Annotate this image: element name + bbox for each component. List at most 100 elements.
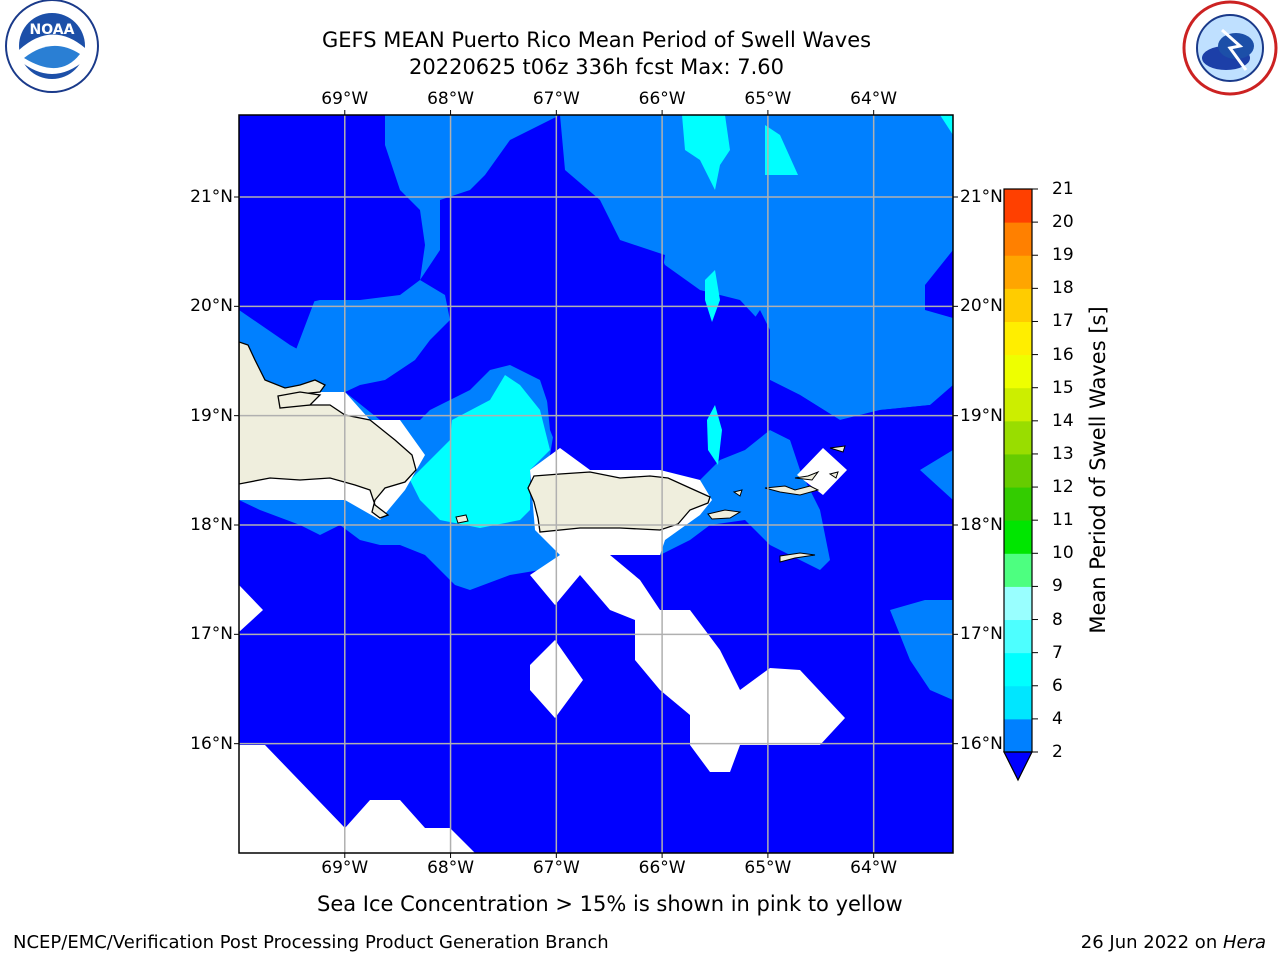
map-gridlines bbox=[239, 115, 953, 853]
lon-label-bottom: 66°W bbox=[638, 858, 686, 878]
swell-period-6-7-north bbox=[682, 115, 730, 190]
map-tick-marks bbox=[234, 110, 958, 858]
tortola-island bbox=[794, 470, 820, 481]
swell-period-4-6-southeast bbox=[890, 600, 953, 700]
lon-label-bottom: 64°W bbox=[850, 858, 898, 878]
lon-label-top: 64°W bbox=[850, 89, 898, 109]
machine-name: Hera bbox=[1222, 932, 1266, 953]
lon-label-bottom: 69°W bbox=[321, 858, 369, 878]
swell-period-4-6-east-edge bbox=[920, 450, 953, 500]
virgin-gorda-island bbox=[828, 471, 839, 479]
swell-period-6-7-mid bbox=[705, 270, 720, 322]
colorbar-under-triangle bbox=[1003, 751, 1033, 782]
colorbar-segment bbox=[1004, 553, 1032, 587]
colorbar bbox=[1003, 188, 1038, 782]
map-title-line-1: GEFS MEAN Puerto Rico Mean Period of Swe… bbox=[321, 28, 872, 52]
noaa-logo-text: NOAA bbox=[30, 22, 75, 38]
colorbar-tick-label: 4 bbox=[1052, 708, 1063, 729]
colorbar-tick-label: 7 bbox=[1052, 642, 1063, 663]
colorbar-segment bbox=[1004, 520, 1032, 554]
colorbar-tick-label: 12 bbox=[1052, 477, 1074, 498]
colorbar-segment bbox=[1004, 453, 1032, 488]
no-data-virgin-islands bbox=[797, 448, 847, 495]
lon-label-top: 69°W bbox=[321, 89, 369, 109]
swell-period-2-4-central bbox=[460, 115, 770, 470]
colorbar-frame bbox=[1003, 188, 1033, 753]
tortuga-island bbox=[277, 391, 322, 409]
swell-period-6-7-northeast bbox=[765, 125, 798, 175]
colorbar-tick-label: 14 bbox=[1052, 410, 1074, 431]
map-title-line-2: 20220625 t06z 336h fcst Max: 7.60 bbox=[409, 55, 784, 79]
swell-period-4-6-northeast bbox=[910, 115, 953, 270]
lon-label-bottom: 65°W bbox=[744, 858, 792, 878]
colorbar-tick-label: 10 bbox=[1052, 543, 1074, 564]
virgin-islands-land bbox=[764, 485, 820, 496]
lat-label-right: 16°N bbox=[960, 733, 1003, 754]
lat-label-right: 19°N bbox=[960, 405, 1003, 426]
culebra-island bbox=[732, 489, 743, 497]
lat-label-left: 18°N bbox=[190, 515, 233, 535]
hispaniola-land bbox=[239, 341, 417, 519]
colorbar-tick-label: 15 bbox=[1052, 377, 1074, 398]
colorbar-segment bbox=[1004, 255, 1032, 289]
colorbar-tick-label: 16 bbox=[1052, 344, 1074, 365]
colorbar-segment bbox=[1004, 354, 1032, 389]
colorbar-tick-label: 13 bbox=[1052, 443, 1074, 464]
colorbar-tick-label: 19 bbox=[1052, 245, 1074, 266]
map-field bbox=[239, 115, 953, 853]
no-data-west-edge bbox=[239, 585, 263, 632]
sea-ice-note: Sea Ice Concentration > 15% is shown in … bbox=[317, 892, 903, 916]
lon-label-top: 68°W bbox=[427, 89, 475, 109]
map-frame bbox=[238, 114, 954, 854]
lon-label-top: 65°W bbox=[744, 89, 792, 109]
lon-label-bottom: 67°W bbox=[532, 858, 580, 878]
colorbar-tick-label: 9 bbox=[1052, 576, 1063, 597]
colorbar-segment bbox=[1004, 586, 1032, 621]
colorbar-tick-label: 2 bbox=[1052, 742, 1063, 762]
noaa-logo-icon: NOAA bbox=[5, 0, 99, 93]
st-croix-island bbox=[779, 552, 816, 563]
branch-credit: NCEP/EMC/Verification Post Processing Pr… bbox=[13, 932, 609, 953]
swell-period-2-4-northwest bbox=[239, 115, 425, 310]
lon-label-bottom: 68°W bbox=[427, 858, 475, 878]
no-data-southwest bbox=[239, 745, 475, 853]
swell-period-6-7-mona bbox=[410, 375, 550, 528]
colorbar-tick-label: 8 bbox=[1052, 609, 1063, 630]
colorbar-segment bbox=[1004, 619, 1032, 654]
lat-label-right: 17°N bbox=[960, 624, 1003, 645]
vieques-island bbox=[707, 509, 742, 520]
lat-label-left: 21°N bbox=[190, 187, 233, 207]
national-weather-service-logo-icon bbox=[1182, 0, 1278, 96]
colorbar-segment bbox=[1004, 387, 1032, 422]
colorbar-tick-label: 17 bbox=[1052, 311, 1074, 332]
lat-label-left: 16°N bbox=[190, 733, 233, 754]
anegada-island bbox=[829, 445, 846, 453]
colorbar-segment bbox=[1004, 222, 1032, 256]
colorbar-label: Mean Period of Swell Waves [s] bbox=[1086, 306, 1110, 634]
colorbar-segment bbox=[1004, 288, 1032, 322]
colorbar-segment bbox=[1004, 189, 1032, 223]
colorbar-tick-label: 21 bbox=[1052, 179, 1074, 199]
lat-label-right: 21°N bbox=[960, 187, 1003, 207]
date-prefix: 26 Jun 2022 on bbox=[1080, 932, 1223, 953]
colorbar-tick-label: 6 bbox=[1052, 675, 1063, 696]
swell-period-6-7-corner bbox=[940, 115, 953, 135]
no-data-south-pr bbox=[530, 448, 845, 772]
colorbar-tick-label: 18 bbox=[1052, 278, 1074, 299]
colorbar-segment bbox=[1004, 652, 1032, 687]
lat-label-left: 19°N bbox=[190, 405, 233, 426]
colorbar-segment bbox=[1004, 685, 1032, 720]
colorbar-segment bbox=[1004, 718, 1032, 753]
colorbar-segment bbox=[1004, 420, 1032, 455]
date-stamp: 26 Jun 2022 on Hera bbox=[1081, 932, 1266, 954]
swell-period-4-6-west bbox=[239, 310, 345, 392]
lat-label-left: 20°N bbox=[190, 296, 233, 317]
lat-label-right: 18°N bbox=[960, 515, 1003, 535]
lat-label-left: 17°N bbox=[190, 624, 233, 645]
swell-period-2-4-east bbox=[770, 380, 953, 540]
lon-label-top: 67°W bbox=[532, 89, 580, 109]
colorbar-segment bbox=[1004, 321, 1032, 356]
puerto-rico-land bbox=[527, 471, 711, 533]
colorbar-segment bbox=[1004, 487, 1032, 521]
